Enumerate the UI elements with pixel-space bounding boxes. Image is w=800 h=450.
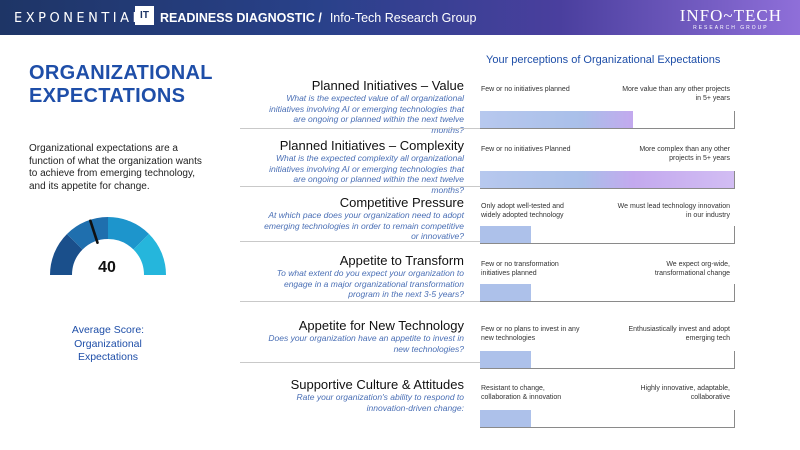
rating-bar-axis [480, 403, 735, 429]
scale-high-label: We expect org-wide, transformational cha… [654, 261, 730, 277]
expectation-section: Planned Initiatives – Value What is the e… [240, 78, 740, 138]
scale-low-label: Few or no initiatives Planned [481, 146, 571, 153]
rating-bar-axis [480, 104, 735, 130]
infotech-logo-text: INFO~TECH [679, 6, 782, 25]
rating-bar [480, 344, 735, 370]
section-title: Planned Initiatives – Complexity [279, 138, 464, 153]
rating-bar [480, 277, 735, 303]
gauge-segment [50, 233, 83, 275]
expectation-section: Appetite to Transform To what extent do y… [240, 253, 740, 313]
score-gauge [50, 217, 166, 275]
rating-bar-fill [480, 111, 633, 129]
diagnostic-title: READINESS DIAGNOSTIC / [160, 11, 322, 25]
page-title: ORGANIZATIONAL EXPECTATIONS [29, 62, 213, 107]
expectation-section: Appetite for New Technology Does your org… [240, 318, 740, 378]
scale-low-label: Few or no transformation initiatives pla… [481, 261, 559, 277]
section-divider [240, 186, 480, 187]
infotech-logo: INFO~TECH RESEARCH GROUP [680, 6, 782, 31]
perceptions-title: Your perceptions of Organizational Expec… [486, 54, 721, 66]
section-divider [240, 241, 480, 242]
rating-bar-axis [480, 344, 735, 370]
section-title: Appetite for New Technology [298, 318, 464, 333]
gauge-score: 40 [98, 259, 116, 276]
rating-bar-fill [480, 226, 531, 244]
rating-bar-fill [480, 171, 735, 189]
rating-bar-fill [480, 410, 531, 428]
section-divider [240, 362, 480, 363]
gauge-segment [66, 217, 108, 250]
scale-low-label: Resistant to change, collaboration & inn… [481, 385, 562, 401]
expectation-section: Competitive Pressure At which pace does y… [240, 195, 740, 255]
header-bar: EXPONENTIAL IT READINESS DIAGNOSTIC / Inf… [0, 0, 800, 35]
scale-high-label: More complex than any other projects in … [639, 146, 730, 162]
section-title: Supportive Culture & Attitudes [290, 377, 464, 392]
scale-low-label: Few or no plans to invest in any new tec… [481, 326, 580, 342]
section-question: To what extent do you expect your organi… [276, 268, 464, 299]
scale-high-label: Highly innovative, adaptable, collaborat… [640, 385, 730, 401]
rating-bar [480, 104, 735, 130]
rating-bar [480, 164, 735, 190]
gauge-segment [108, 217, 150, 250]
scale-high-label: We must lead technology innovation in ou… [617, 203, 730, 219]
rating-bar-axis [480, 219, 735, 245]
section-divider [240, 128, 480, 129]
brand-name: EXPONENTIAL [14, 11, 144, 26]
section-question: What is the expected complexity all orga… [269, 153, 464, 195]
gauge-needle [89, 219, 99, 244]
section-question: Rate your organization's ability to resp… [296, 392, 464, 413]
intro-text: Organizational expectations are a functi… [29, 143, 202, 192]
expectation-section: Supportive Culture & Attitudes Rate your … [240, 377, 740, 437]
scale-low-label: Few or no initiatives planned [481, 86, 570, 93]
brand-logo-icon: IT [135, 6, 154, 25]
section-title: Appetite to Transform [339, 253, 464, 268]
section-question: At which pace does your organization nee… [264, 210, 464, 241]
section-question: What is the expected value of all organi… [269, 93, 464, 135]
average-score-label: Average Score: Organizational Expectatio… [71, 324, 145, 363]
expectation-section: Planned Initiatives – Complexity What is … [240, 138, 740, 198]
section-question: Does your organization have an appetite … [268, 333, 464, 354]
scale-high-label: Enthusiastically invest and adopt emergi… [628, 326, 730, 342]
rating-bar-fill [480, 284, 531, 302]
header-title: READINESS DIAGNOSTIC / Info-Tech Research… [160, 11, 476, 25]
rating-bar-axis [480, 164, 735, 190]
rating-bar [480, 219, 735, 245]
rating-bar-fill [480, 351, 531, 369]
scale-low-label: Only adopt well-tested and widely adopte… [481, 203, 564, 219]
scale-high-label: More value than any other projects in 5+… [622, 86, 730, 102]
infotech-logo-subtext: RESEARCH GROUP [693, 25, 769, 31]
gauge-segment [133, 233, 166, 275]
section-title: Competitive Pressure [339, 195, 464, 210]
rating-bar [480, 403, 735, 429]
rating-bar-axis [480, 277, 735, 303]
org-name: Info-Tech Research Group [329, 11, 477, 25]
section-divider [240, 301, 480, 302]
section-title: Planned Initiatives – Value [311, 78, 464, 93]
